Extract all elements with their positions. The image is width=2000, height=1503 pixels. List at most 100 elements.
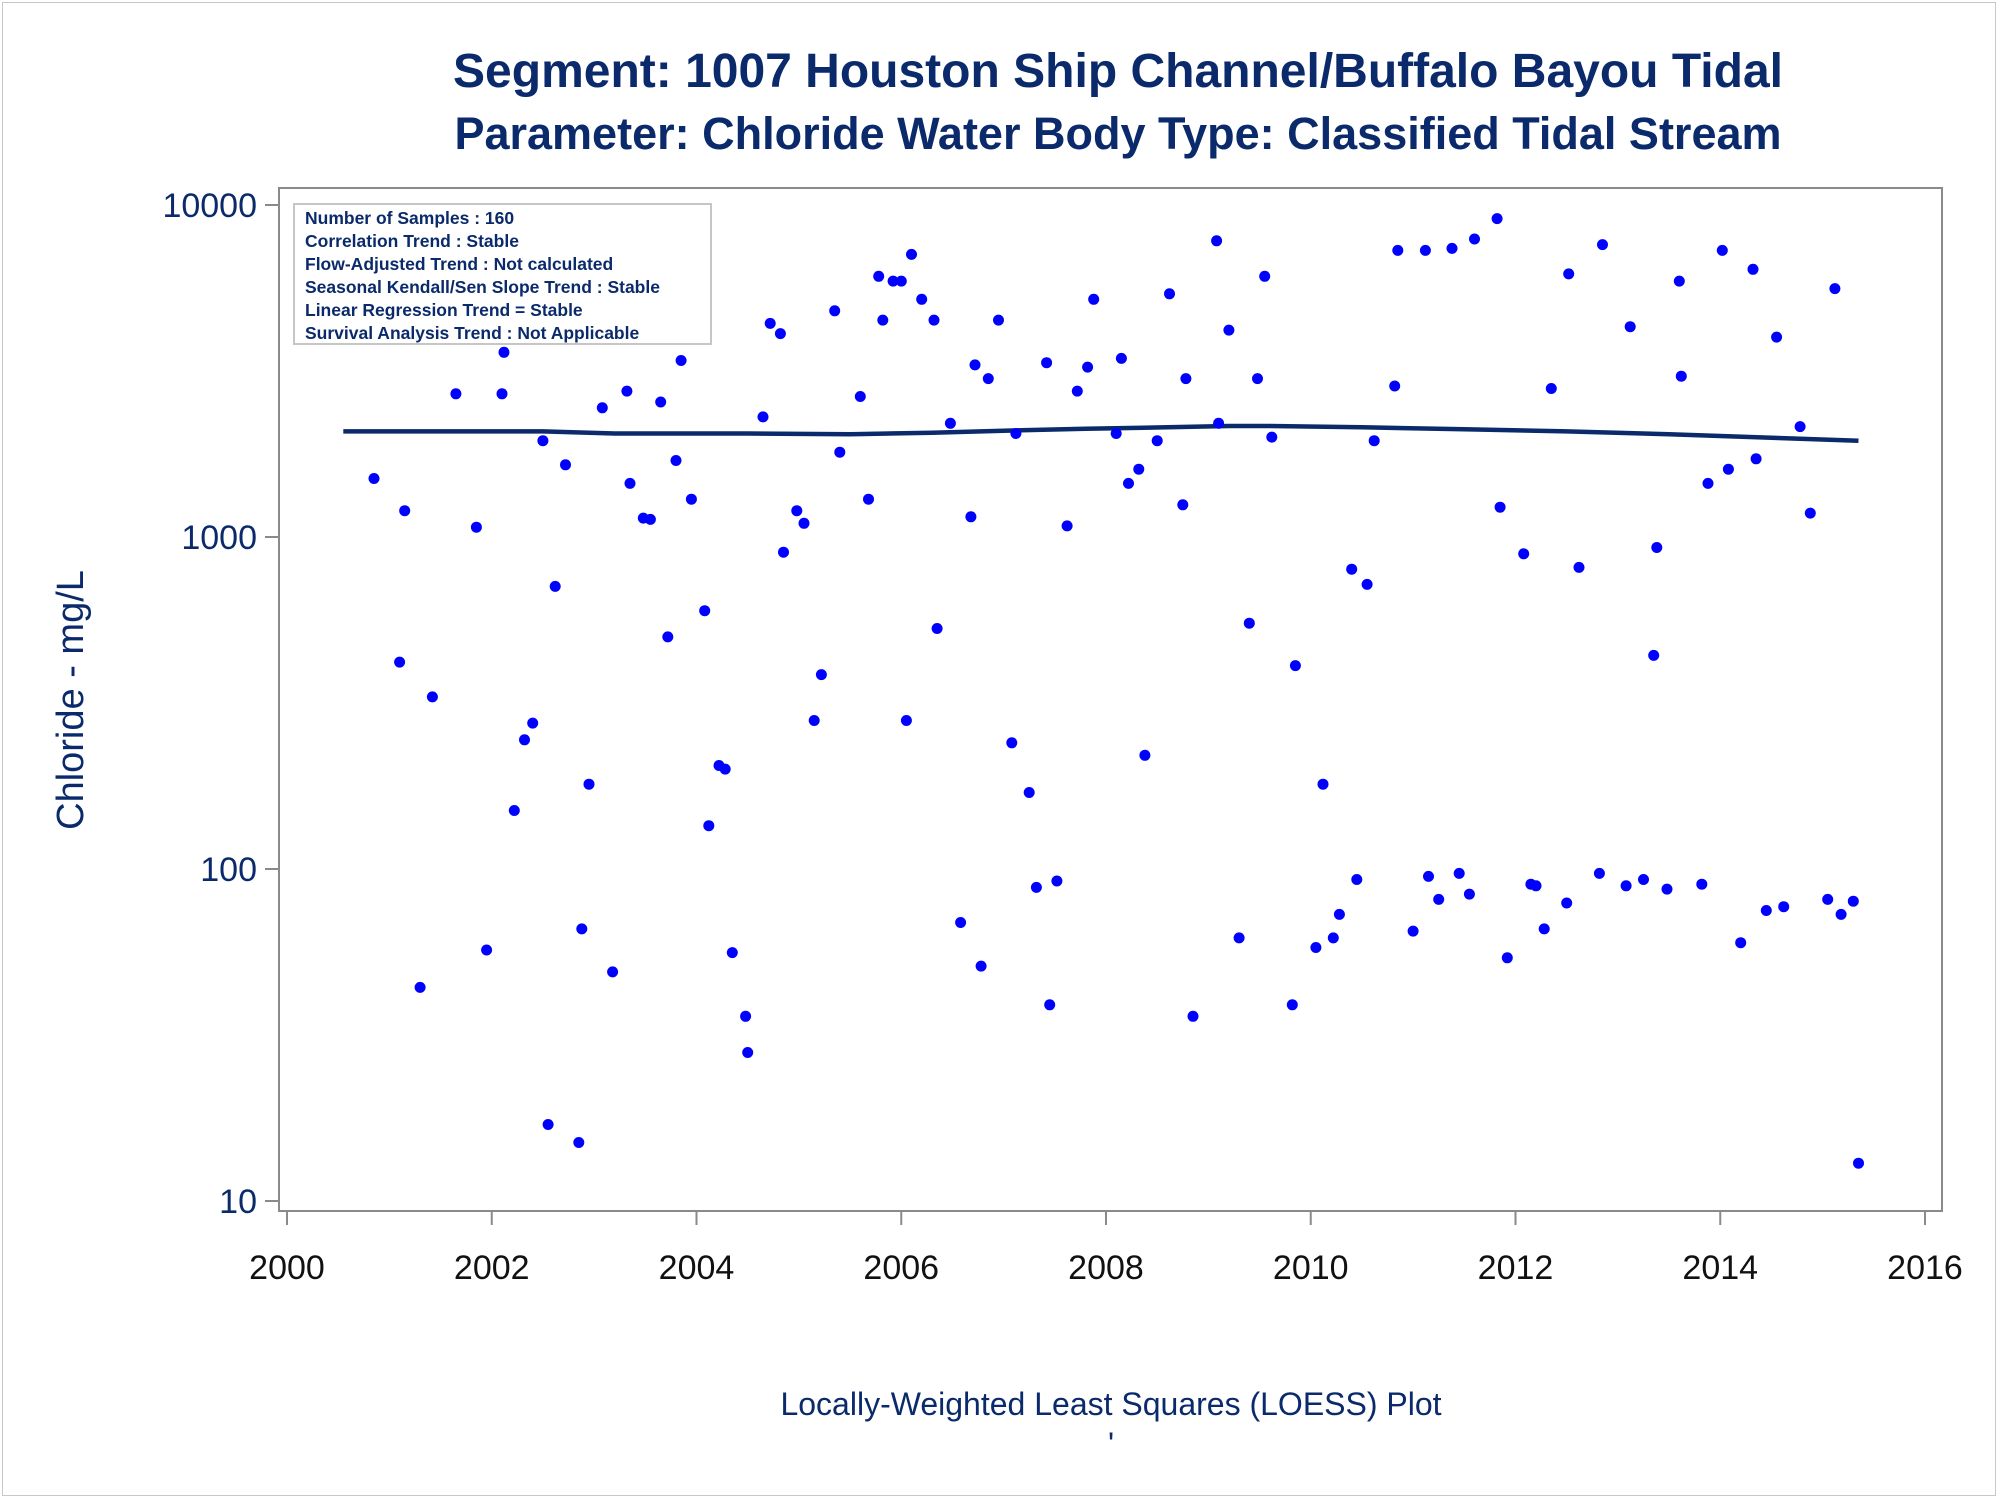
x-tick-label: 2000 (249, 1249, 325, 1287)
data-point (1722, 463, 1734, 475)
data-point (1123, 477, 1134, 489)
data-point (426, 691, 438, 703)
data-point (1835, 908, 1847, 920)
data-point (519, 734, 530, 746)
data-point (496, 388, 508, 400)
data-point (1453, 867, 1465, 879)
data-point (1794, 421, 1806, 433)
x-axis: 2000 2002 2004 2006 2008 2010 2012 2014 2016 (249, 1210, 1963, 1287)
chart-title: Segment: 1007 Houston Ship Channel/Buffa… (453, 45, 1783, 98)
data-point (576, 923, 588, 935)
x-tick-label: 2012 (1478, 1249, 1554, 1287)
data-point (1561, 897, 1573, 909)
data-point (549, 580, 561, 592)
data-point (394, 656, 406, 668)
data-point (757, 411, 769, 423)
data-point (1061, 520, 1073, 532)
data-point (955, 917, 967, 928)
data-point (944, 417, 956, 429)
data-point (1760, 905, 1772, 916)
data-point (1696, 878, 1708, 890)
data-point (778, 546, 789, 558)
data-point (537, 435, 549, 447)
data-point (1041, 357, 1053, 369)
data-point (798, 517, 810, 529)
data-point (583, 778, 595, 790)
loess-layer (343, 423, 1859, 443)
data-point (644, 513, 656, 525)
data-point (1545, 383, 1557, 394)
data-point (607, 966, 619, 978)
stats-line-samples: Number of Samples : 160 (305, 208, 514, 228)
stats-line-seasonal-kendall: Seasonal Kendall/Sen Slope Trend : Stabl… (305, 277, 660, 297)
data-point (1010, 428, 1022, 439)
data-point (1518, 548, 1530, 560)
data-point (1747, 263, 1759, 275)
data-point (982, 373, 994, 385)
data-point (1538, 923, 1550, 935)
data-point (1071, 385, 1083, 397)
data-point (1392, 244, 1404, 256)
data-point (1164, 288, 1175, 300)
data-point (1289, 660, 1301, 672)
data-point (1501, 952, 1513, 964)
data-point (931, 623, 943, 634)
data-point (1252, 373, 1263, 385)
data-point (1494, 501, 1506, 513)
stats-line-correlation: Correlation Trend : Stable (305, 231, 519, 251)
data-point (1259, 270, 1271, 282)
data-point (829, 305, 841, 317)
data-point (481, 944, 493, 956)
data-point (969, 359, 981, 371)
x-tick-label: 2006 (863, 1249, 939, 1287)
y-tick-label: 10 (219, 1183, 257, 1221)
data-point (774, 328, 786, 340)
data-point (624, 477, 636, 489)
stats-box-border (293, 203, 712, 345)
data-point (399, 505, 411, 517)
data-point (1389, 380, 1401, 392)
x-tick-label: 2004 (659, 1249, 735, 1287)
data-point (965, 511, 977, 523)
data-point (975, 960, 987, 972)
points-layer (337, 213, 1864, 1169)
data-point (1593, 867, 1605, 879)
data-point (703, 820, 715, 832)
y-tick-label: 1000 (181, 519, 257, 557)
data-point (1213, 417, 1225, 429)
data-point (573, 1137, 585, 1148)
data-point (906, 248, 917, 260)
data-point (1030, 881, 1042, 893)
data-point (1624, 321, 1636, 333)
data-point (1051, 875, 1063, 887)
data-point (1673, 275, 1685, 287)
y-tick-label: 10000 (162, 187, 257, 225)
data-point (1243, 617, 1255, 629)
data-point (498, 346, 510, 358)
data-point (873, 270, 885, 282)
data-point (450, 388, 462, 400)
data-point (1233, 932, 1245, 944)
stats-box: Number of Samples : 160 Correlation Tren… (293, 203, 712, 345)
data-point (1638, 874, 1649, 885)
stats-line-flow-adjusted: Flow-Adjusted Trend : Not calculated (305, 254, 613, 274)
x-tick-label: 2010 (1273, 1249, 1349, 1287)
data-point (1310, 942, 1322, 953)
data-point (1351, 874, 1363, 885)
data-point (791, 505, 803, 517)
chart-canvas: Segment: 1007 Houston Ship Channel/Buffa… (50, 45, 1963, 1462)
data-point (1651, 542, 1663, 553)
data-point (699, 605, 711, 617)
data-point (834, 446, 846, 458)
data-point (1286, 999, 1298, 1011)
data-point (1133, 463, 1145, 475)
data-point (1407, 925, 1419, 937)
x-axis-caption: Locally-Weighted Least Squares (LOESS) P… (780, 1386, 1441, 1422)
data-point (1829, 283, 1841, 295)
data-point (1082, 361, 1094, 373)
data-point (887, 275, 899, 287)
x-tick-label: 2014 (1682, 1249, 1758, 1287)
data-point (1446, 242, 1458, 254)
footer-mark: ' (1108, 1426, 1114, 1462)
